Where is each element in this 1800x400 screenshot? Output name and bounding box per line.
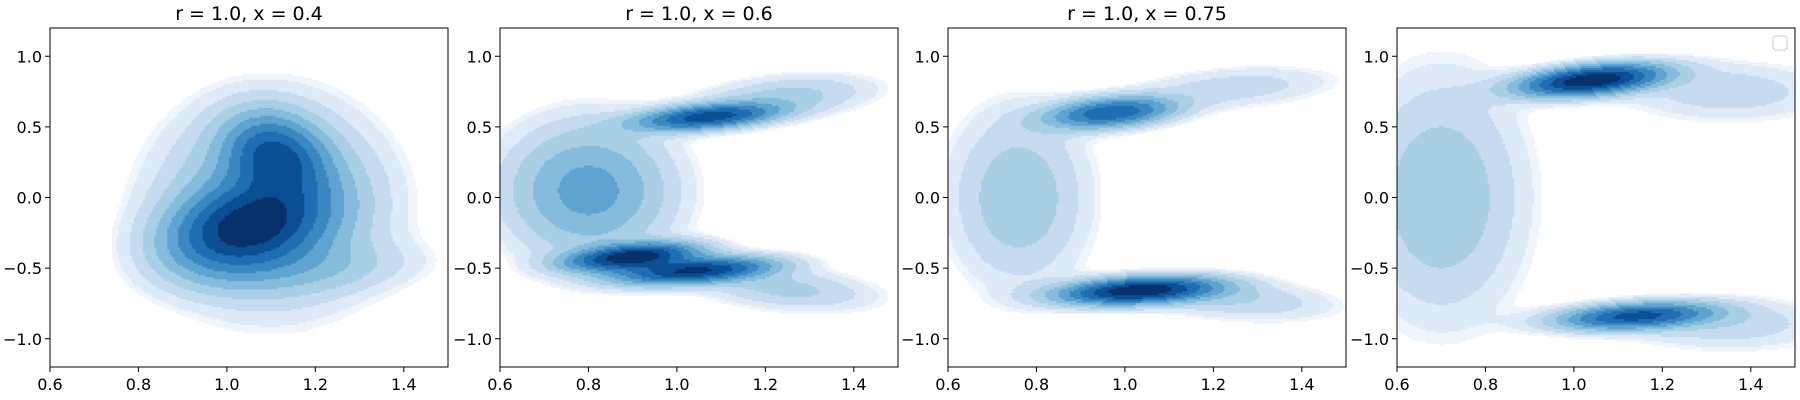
y-tick-label: −0.5 — [453, 259, 492, 278]
x-axis: 0.6 0.8 1.0 1.2 1.4 — [487, 367, 867, 394]
y-axis: 1.0 0.5 0.0 −0.5 −1.0 — [453, 47, 500, 349]
x-axis: 0.6 0.8 1.0 1.2 1.4 — [1384, 367, 1764, 394]
y-tick-label: 1.0 — [915, 47, 940, 66]
x-tick-label: 0.8 — [126, 375, 151, 394]
x-tick-label: 1.4 — [841, 375, 866, 394]
y-tick-label: 0.5 — [17, 118, 42, 137]
x-tick-label: 0.8 — [1473, 375, 1498, 394]
x-tick-label: 0.8 — [1024, 375, 1049, 394]
subplot-1: 0.6 0.8 1.0 1.2 1.4 1.0 0.5 0.0 −0.5 −1.0 r = 1.0,… — [3, 3, 449, 394]
y-tick-label: 1.0 — [1364, 47, 1389, 66]
y-axis: 1.0 0.5 0.0 −0.5 −1.0 — [1350, 47, 1397, 349]
y-tick-label: 0.0 — [467, 189, 492, 208]
x-tick-label: 1.0 — [1561, 375, 1586, 394]
density-contours — [948, 65, 1345, 324]
y-tick-label: 1.0 — [467, 47, 492, 66]
x-tick-label: 1.2 — [1650, 375, 1675, 394]
density-contours — [111, 73, 438, 334]
y-tick-label: −0.5 — [901, 259, 940, 278]
x-tick-label: 1.0 — [214, 375, 239, 394]
y-tick-label: −1.0 — [901, 330, 940, 349]
x-axis: 0.6 0.8 1.0 1.2 1.4 — [935, 367, 1315, 394]
x-tick-label: 1.2 — [1201, 375, 1226, 394]
subplot-4: 0.6 0.8 1.0 1.2 1.4 1.0 0.5 0.0 −0.5 −1.0 — [1350, 27, 1796, 394]
x-tick-label: 0.6 — [487, 375, 512, 394]
y-tick-label: 0.0 — [1364, 189, 1389, 208]
x-tick-label: 1.4 — [391, 375, 416, 394]
density-contours — [1397, 51, 1795, 352]
y-tick-label: −1.0 — [453, 330, 492, 349]
x-tick-label: 0.6 — [1384, 375, 1409, 394]
x-tick-label: 0.6 — [935, 375, 960, 394]
x-tick-label: 1.0 — [664, 375, 689, 394]
x-tick-label: 0.8 — [576, 375, 601, 394]
subplot-3: 0.6 0.8 1.0 1.2 1.4 1.0 0.5 0.0 −0.5 −1.0 r = 1.0,… — [901, 3, 1347, 394]
density-contours — [500, 71, 888, 314]
x-tick-label: 1.0 — [1112, 375, 1137, 394]
y-axis: 1.0 0.5 0.0 −0.5 −1.0 — [3, 47, 50, 349]
y-tick-label: 0.5 — [915, 118, 940, 137]
subplot-title: r = 1.0, x = 0.75 — [1067, 3, 1227, 25]
y-axis: 1.0 0.5 0.0 −0.5 −1.0 — [901, 47, 948, 349]
y-tick-label: −1.0 — [3, 330, 42, 349]
x-tick-label: 1.2 — [753, 375, 778, 394]
x-axis: 0.6 0.8 1.0 1.2 1.4 — [37, 367, 417, 394]
x-tick-label: 0.6 — [37, 375, 62, 394]
y-tick-label: −0.5 — [1350, 259, 1389, 278]
subplot-title: r = 1.0, x = 0.6 — [625, 3, 773, 25]
x-tick-label: 1.2 — [303, 375, 328, 394]
y-tick-label: 0.0 — [17, 189, 42, 208]
subplot-2: 0.6 0.8 1.0 1.2 1.4 1.0 0.5 0.0 −0.5 −1.0 r = 1.0,… — [453, 3, 899, 394]
y-tick-label: −1.0 — [1350, 330, 1389, 349]
y-tick-label: 0.0 — [915, 189, 940, 208]
x-tick-label: 1.4 — [1738, 375, 1763, 394]
y-tick-label: 1.0 — [17, 47, 42, 66]
y-tick-label: −0.5 — [3, 259, 42, 278]
y-tick-label: 0.5 — [1364, 118, 1389, 137]
x-tick-label: 1.4 — [1289, 375, 1314, 394]
y-tick-label: 0.5 — [467, 118, 492, 137]
subplot-title: r = 1.0, x = 0.4 — [175, 3, 323, 25]
legend-box — [1772, 35, 1788, 51]
